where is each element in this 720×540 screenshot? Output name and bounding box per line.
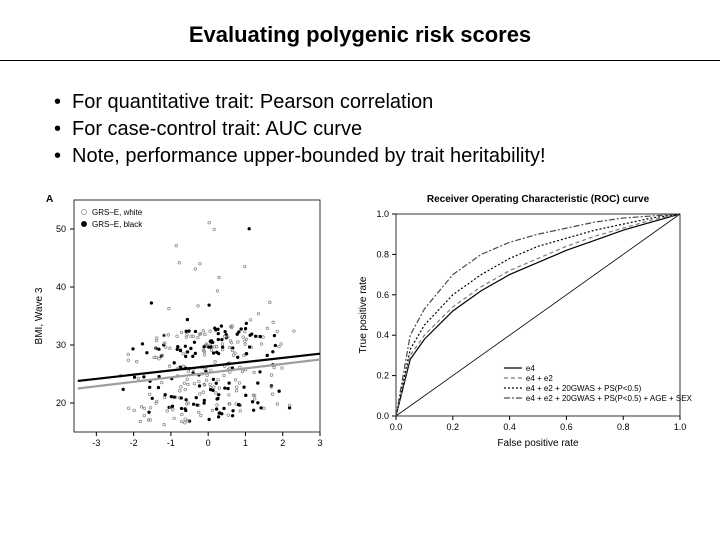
svg-text:20: 20 xyxy=(56,398,66,408)
scatter-chart: -3 -2 -1 0 1 2 3 20 30 40 50 BMI, Wave 3 A GRS–E, whi… xyxy=(28,190,328,450)
svg-text:0: 0 xyxy=(206,438,211,448)
svg-text:0.0: 0.0 xyxy=(390,422,403,432)
svg-text:-2: -2 xyxy=(130,438,138,448)
svg-text:30: 30 xyxy=(56,340,66,350)
svg-text:A: A xyxy=(46,194,53,205)
svg-text:1.0: 1.0 xyxy=(674,422,687,432)
page-title: Evaluating polygenic risk scores xyxy=(0,0,720,60)
svg-text:50: 50 xyxy=(56,224,66,234)
roc-chart: Receiver Operating Characteristic (ROC) … xyxy=(352,190,692,450)
bullet-list: For quantitative trait: Pearson correlat… xyxy=(0,61,720,190)
svg-text:0.2: 0.2 xyxy=(447,422,460,432)
svg-text:1: 1 xyxy=(243,438,248,448)
charts-row: -3 -2 -1 0 1 2 3 20 30 40 50 BMI, Wave 3 A GRS–E, whi… xyxy=(0,190,720,450)
svg-text:0.8: 0.8 xyxy=(376,249,389,259)
svg-text:2: 2 xyxy=(280,438,285,448)
svg-text:0.2: 0.2 xyxy=(376,371,389,381)
svg-text:GRS–E, black: GRS–E, black xyxy=(92,220,143,229)
svg-text:1.0: 1.0 xyxy=(376,209,389,219)
svg-text:0.8: 0.8 xyxy=(617,422,630,432)
svg-text:e4 + e2 + 20GWAS + PS(P<0.5) +: e4 + e2 + 20GWAS + PS(P<0.5) + AGE + SEX xyxy=(526,394,692,403)
svg-text:3: 3 xyxy=(317,438,322,448)
svg-text:GRS–E, white: GRS–E, white xyxy=(92,208,143,217)
bullet-item: For quantitative trait: Pearson correlat… xyxy=(72,89,720,116)
bullet-item: Note, performance upper-bounded by trait… xyxy=(72,143,720,170)
svg-text:True positive rate: True positive rate xyxy=(358,276,369,353)
svg-text:0.0: 0.0 xyxy=(376,411,389,421)
svg-text:40: 40 xyxy=(56,282,66,292)
svg-text:0.4: 0.4 xyxy=(503,422,516,432)
bullet-item: For case-control trait: AUC curve xyxy=(72,116,720,143)
svg-text:False positive rate: False positive rate xyxy=(497,438,579,449)
svg-text:0.6: 0.6 xyxy=(376,290,389,300)
svg-text:BMI, Wave 3: BMI, Wave 3 xyxy=(34,287,45,344)
svg-text:0.4: 0.4 xyxy=(376,330,389,340)
svg-text:e4 + e2 + 20GWAS + PS(P<0.5): e4 + e2 + 20GWAS + PS(P<0.5) xyxy=(526,384,642,393)
svg-text:0.6: 0.6 xyxy=(560,422,573,432)
svg-text:e4 + e2: e4 + e2 xyxy=(526,374,553,383)
svg-text:Receiver Operating Characteris: Receiver Operating Characteristic (ROC) … xyxy=(427,194,650,205)
svg-text:-3: -3 xyxy=(92,438,100,448)
svg-text:e4: e4 xyxy=(526,364,535,373)
svg-text:-1: -1 xyxy=(167,438,175,448)
